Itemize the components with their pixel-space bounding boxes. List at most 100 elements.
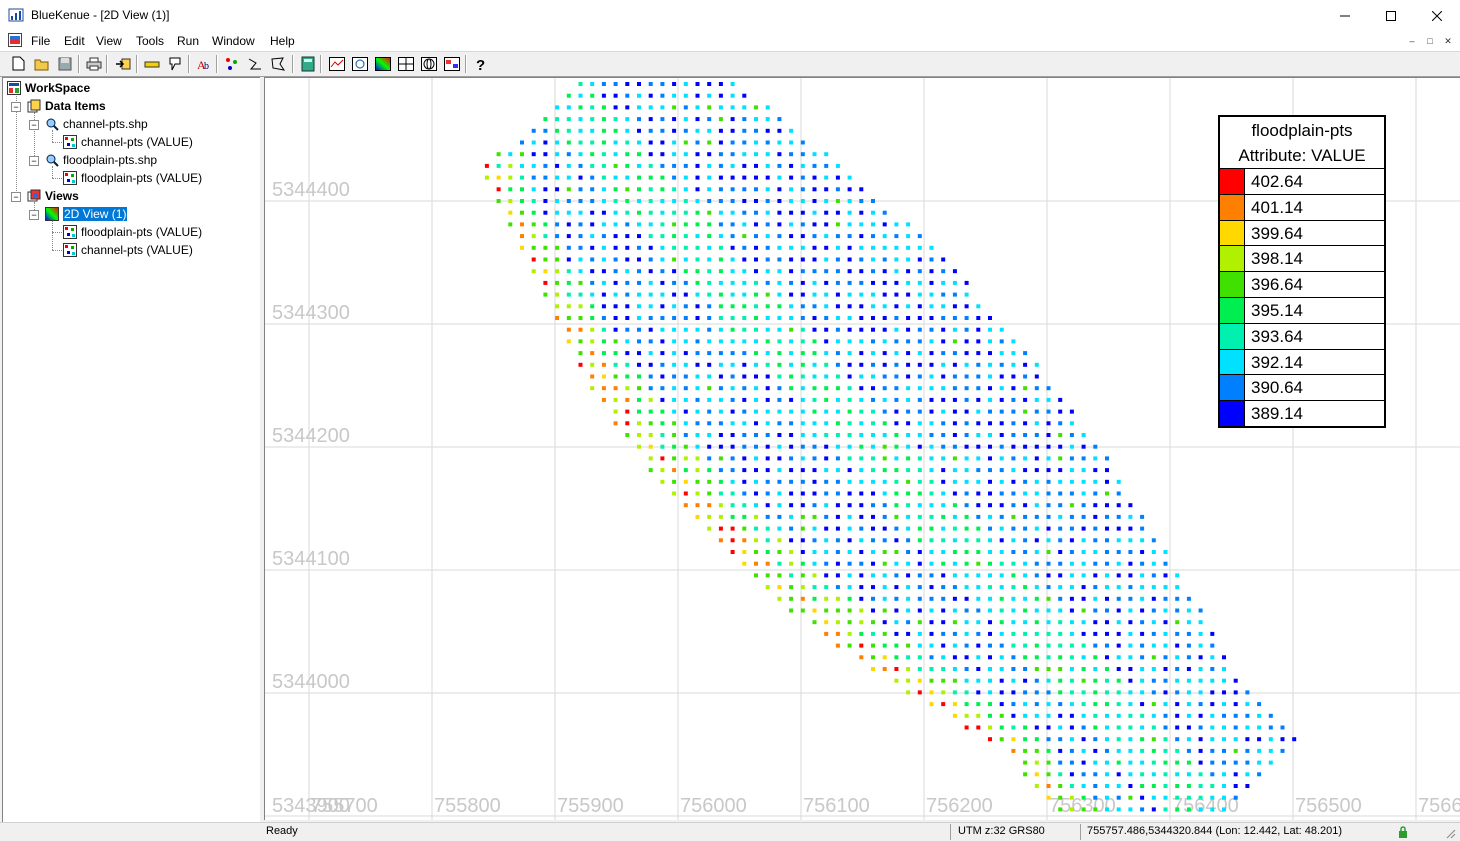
3d-view-button[interactable] [351,55,368,72]
panel-splitter[interactable] [260,77,264,822]
collapse-views-icon[interactable]: − [11,192,21,202]
sample-point [496,163,501,168]
sample-point [917,327,922,332]
collapse-channel-shp-icon[interactable]: − [29,120,39,130]
sample-point [1128,713,1133,718]
maximize-button[interactable] [1368,0,1414,31]
sample-point [637,269,641,274]
sample-point [929,292,934,297]
tree-item-view-floodplain[interactable]: floodplain-pts (VALUE) [63,224,202,240]
sample-point [1245,784,1250,788]
sample-point [1069,596,1074,601]
sample-point [952,526,957,531]
sample-point [683,82,688,86]
collapse-2d-view-icon[interactable]: − [29,210,39,220]
resize-grip-icon[interactable] [1444,827,1456,839]
color-legend[interactable]: floodplain-pts Attribute: VALUE 402.64 40… [1218,115,1386,428]
import-button[interactable] [114,55,131,72]
2d-view-canvas[interactable]: 5344400 5344300 5344200 5344100 5344000 … [264,77,1460,820]
polyline-button[interactable] [246,55,263,72]
sample-point [1116,585,1121,590]
save-button[interactable] [56,55,73,72]
sample-point [613,269,618,274]
globe-view-button[interactable] [420,55,437,72]
sample-point [520,210,524,215]
menu-window[interactable]: Window [212,34,255,48]
sample-point [1140,573,1145,578]
sample-point [1233,713,1238,718]
sample-point [882,468,887,473]
minimize-button[interactable] [1322,0,1368,31]
mdi-close-button[interactable]: ✕ [1444,36,1452,46]
calculator-button[interactable] [299,55,316,72]
open-button[interactable] [33,55,50,72]
menu-tools[interactable]: Tools [136,34,165,48]
sample-point [952,503,957,508]
polygon-button[interactable] [269,55,286,72]
sample-point [578,280,583,285]
new-button[interactable] [10,55,27,72]
sample-point [1105,760,1109,765]
sample-point [707,163,712,168]
sample-point [730,210,735,215]
ruler-button[interactable] [143,55,160,72]
sample-point [871,374,875,379]
help-button[interactable]: ? [472,55,489,72]
tree-item-floodplain-pts[interactable]: floodplain-pts (VALUE) [63,170,202,186]
probe-button[interactable] [166,55,183,72]
sample-point [707,105,712,110]
tree-item-floodplain-shp[interactable]: floodplain-pts.shp [45,152,157,168]
tree-item-2d-view[interactable]: 2D View (1) [45,206,128,222]
menu-edit[interactable]: Edit [64,34,85,48]
menu-help[interactable]: Help [270,34,295,48]
sample-point [1163,713,1168,718]
mdi-minimize-button[interactable]: – [1409,36,1415,46]
sample-point [917,667,922,671]
profile-view-button[interactable] [328,55,345,72]
mdi-child-icon[interactable] [8,33,22,47]
sample-point [952,351,957,356]
tree-item-channel-shp[interactable]: channel-pts.shp [45,116,148,132]
sample-point [1023,433,1028,437]
grid-view-button[interactable] [397,55,414,72]
color-scale-button[interactable] [374,55,391,72]
sample-point [917,257,922,262]
menu-file[interactable]: File [31,34,51,48]
sample-point [999,620,1004,625]
sample-point [976,550,981,554]
sample-point [906,561,911,566]
menu-run[interactable]: Run [177,34,200,48]
map-plot[interactable]: 5344400 5344300 5344200 5344100 5344000 … [265,78,1460,820]
tree-item-views[interactable]: Views [27,188,79,204]
print-button[interactable] [85,55,102,72]
sample-point [917,292,922,297]
collapse-floodplain-shp-icon[interactable]: − [29,156,39,166]
collapse-data-items-icon[interactable]: − [11,102,21,112]
table-view-button[interactable] [443,55,460,72]
mdi-restore-button[interactable]: □ [1427,36,1433,46]
sample-point [835,234,840,239]
points-button[interactable] [223,55,240,72]
tree-item-view-channel[interactable]: channel-pts (VALUE) [63,242,193,258]
sample-point [824,608,829,613]
sample-point [941,351,946,356]
sample-point [648,140,653,145]
sample-point [578,210,583,215]
close-button[interactable] [1414,0,1460,31]
tree-item-workspace[interactable]: WorkSpace [7,80,90,96]
sample-point [999,561,1004,566]
legend-entry: 398.14 [1220,246,1384,273]
sample-point [812,526,817,531]
sample-point [1128,772,1133,777]
sample-point [1011,514,1016,519]
sample-point [1163,585,1168,590]
sample-point [1046,550,1051,554]
sample-point [1011,655,1016,660]
tree-item-data-items[interactable]: Data Items [27,98,106,114]
sample-point [1034,620,1039,625]
sample-point [625,222,630,227]
menu-view[interactable]: View [96,34,122,48]
sample-point [1058,503,1063,508]
tree-item-channel-pts[interactable]: channel-pts (VALUE) [63,134,193,150]
